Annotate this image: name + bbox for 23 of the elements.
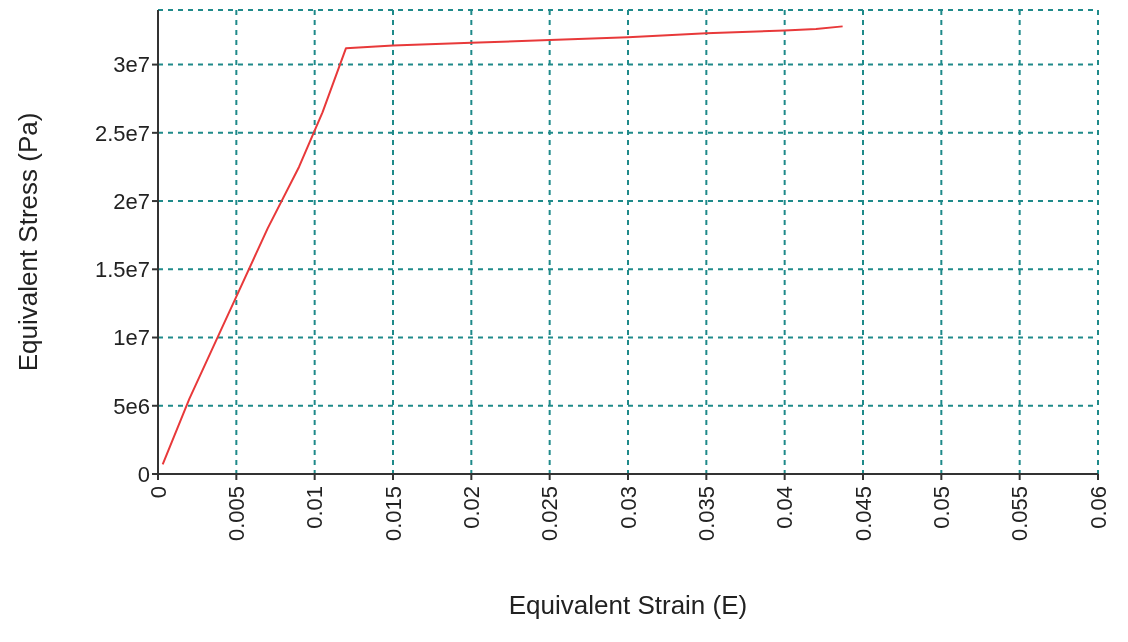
- x-tick-label: 0.035: [693, 486, 719, 542]
- x-tick-label: 0.01: [302, 486, 328, 529]
- y-axis-title: Equivalent Stress (Pa): [13, 112, 44, 372]
- x-tick-label: 0.025: [537, 486, 563, 542]
- x-tick-label: 0.03: [615, 486, 641, 529]
- line-series: [161, 25, 844, 466]
- x-tick-label: 0.045: [850, 486, 876, 542]
- x-axis-title: Equivalent Strain (E): [508, 590, 748, 620]
- y-tick-label: 3e7: [113, 52, 150, 78]
- x-tick-label: 0.055: [1007, 486, 1033, 542]
- x-tick-label: 0.05: [928, 486, 954, 529]
- y-tick-label: 0: [137, 461, 150, 487]
- x-tick-label: 0.02: [458, 486, 484, 529]
- y-tick-label: 1e7: [113, 325, 150, 351]
- y-tick-label: 1.5e7: [94, 257, 150, 283]
- x-tick-label: 0.015: [380, 486, 406, 542]
- y-tick-label: 2.5e7: [94, 120, 150, 146]
- y-tick-label: 5e6: [113, 393, 150, 419]
- x-tick-label: 0.005: [223, 486, 249, 542]
- x-tick-label: 0.06: [1085, 486, 1111, 529]
- x-tick-label: 0: [145, 486, 171, 499]
- x-tick-label: 0.04: [772, 486, 798, 529]
- y-tick-label: 2e7: [113, 188, 150, 214]
